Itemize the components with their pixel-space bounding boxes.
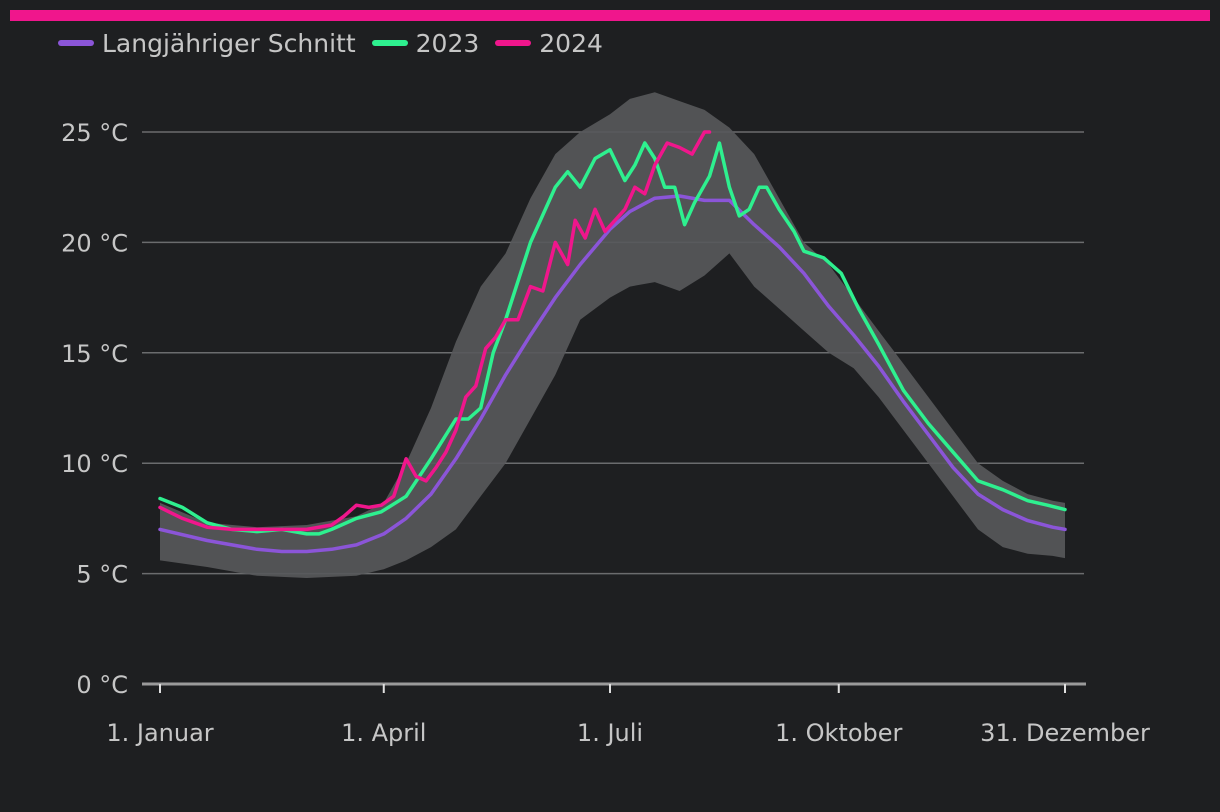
min-max-band [160, 92, 1065, 579]
series-line-2023 [158, 141, 1067, 536]
x-tick-label-2: 1. Juli [577, 719, 643, 747]
x-tick-label-4: 31. Dezember [980, 719, 1150, 747]
x-tick-label-1: 1. April [341, 719, 426, 747]
x-tick-label-3: 1. Oktober [775, 719, 902, 747]
legend-label-2024: 2024 [539, 28, 603, 58]
y-tick-label-20: 20 °C [61, 229, 128, 257]
legend: Langjähriger Schnitt 2023 2024 [58, 26, 619, 60]
series-line-average [158, 194, 1067, 554]
y-tick-label-25: 25 °C [61, 119, 128, 147]
y-tick-label-0: 0 °C [76, 671, 128, 699]
x-axis [142, 682, 1086, 693]
y-axis-labels: 0 °C 5 °C 10 °C 15 °C 20 °C 25 °C [61, 119, 128, 699]
series-line-2024 [158, 130, 712, 532]
legend-swatch-average [58, 40, 94, 46]
legend-label-average: Langjähriger Schnitt [102, 28, 356, 58]
legend-item-2023: 2023 [371, 28, 480, 58]
x-tick-label-0: 1. Januar [106, 719, 213, 747]
y-tick-label-5: 5 °C [76, 561, 128, 589]
legend-swatch-2023 [371, 40, 408, 46]
legend-label-2023: 2023 [415, 28, 480, 58]
legend-swatch-2024 [495, 40, 532, 46]
accent-bar [10, 10, 1210, 21]
legend-item-average: Langjähriger Schnitt [58, 29, 356, 58]
y-tick-label-10: 10 °C [61, 450, 128, 478]
legend-item-2024: 2024 [495, 29, 603, 58]
range-band [160, 92, 1065, 579]
x-axis-labels: 1. Januar 1. April 1. Juli 1. Oktober 31. De… [106, 719, 1150, 747]
series-lines [158, 130, 1067, 554]
y-tick-label-15: 15 °C [61, 340, 128, 368]
